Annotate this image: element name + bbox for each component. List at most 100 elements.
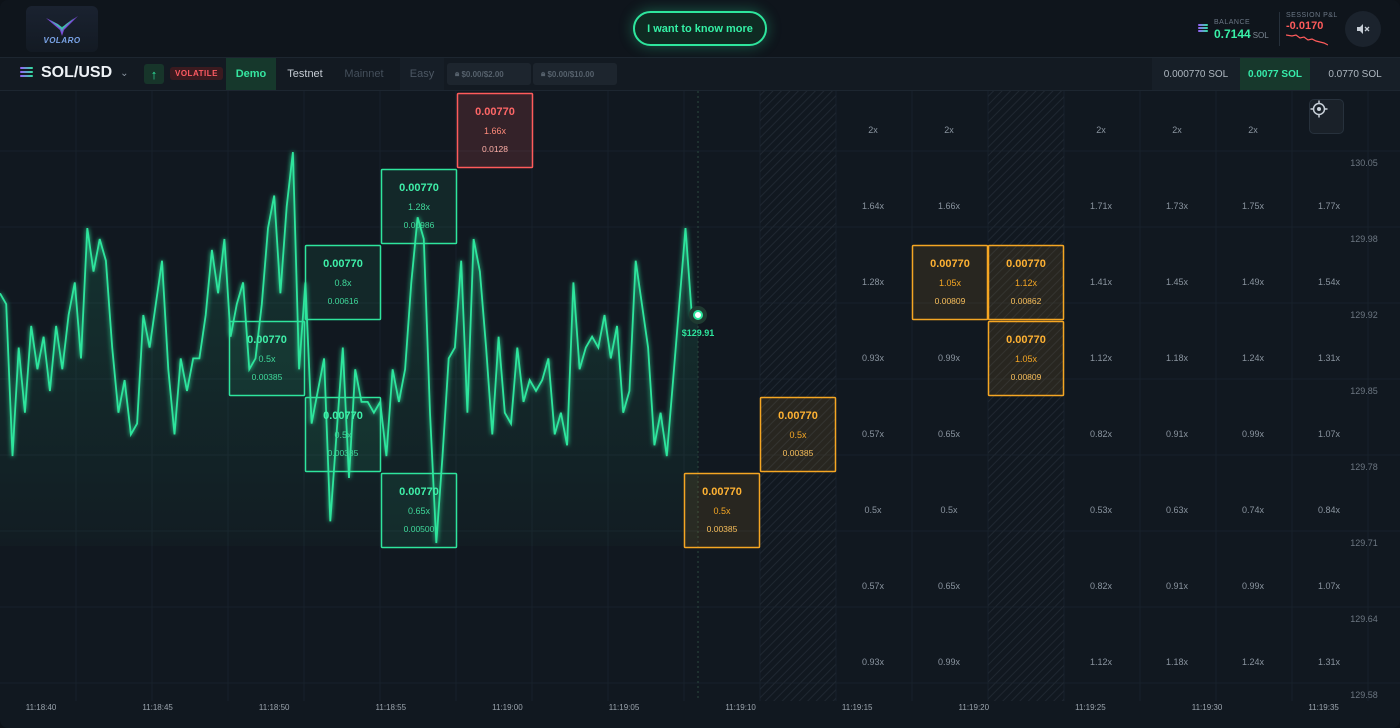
bet-cell-pending[interactable]: 0.00770 0.5x 0.00385 [683, 472, 761, 549]
limit-badge-2: 🔒︎ $0.00/$10.00 [533, 63, 617, 85]
current-price-dot [693, 310, 703, 320]
multiplier-cell: 1.07x [1318, 429, 1341, 439]
crosshair-icon [1310, 100, 1328, 118]
bet-payout: 0.00385 [707, 524, 738, 534]
bet-cell-won[interactable]: 0.00770 0.65x 0.00500 [380, 472, 458, 549]
bet-cell-box[interactable] [911, 244, 989, 321]
bet-payout: 0.00862 [1011, 296, 1042, 306]
bet-cell-box[interactable] [304, 396, 382, 473]
multiplier-cell: 1.24x [1242, 657, 1265, 667]
y-tick-label: 129.78 [1350, 462, 1378, 472]
bet-payout: 0.00385 [783, 448, 814, 458]
bet-cell-lost[interactable]: 0.00770 1.66x 0.0128 [456, 92, 534, 169]
bet-multiplier: 0.5x [334, 430, 352, 440]
bet-cell-won[interactable]: 0.00770 0.8x 0.00616 [304, 244, 382, 321]
bet-multiplier: 1.66x [484, 126, 507, 136]
x-tick-label: 11:19:35 [1308, 703, 1339, 712]
bet-size-small[interactable]: 0.000770 SOL [1152, 58, 1240, 90]
logo[interactable]: VOLARO [26, 6, 98, 52]
multiplier-cell: 0.99x [1242, 429, 1265, 439]
bet-multiplier: 0.5x [258, 354, 276, 364]
bet-multiplier: 0.8x [334, 278, 352, 288]
multiplier-cell: 1.07x [1318, 581, 1341, 591]
bet-cell-box[interactable] [456, 92, 534, 169]
tab-testnet[interactable]: Testnet [287, 68, 323, 80]
bet-multiplier: 1.05x [1015, 354, 1038, 364]
bet-amount: 0.00770 [778, 410, 818, 422]
bet-cell-box[interactable] [380, 472, 458, 549]
multiplier-cell: 0.65x [938, 581, 961, 591]
bet-multiplier: 0.5x [713, 506, 731, 516]
bet-cell-pending[interactable]: 0.00770 1.05x 0.00809 [987, 320, 1065, 397]
multiplier-cell: 0.91x [1166, 429, 1189, 439]
pnl-label: SESSION P&L [1286, 12, 1338, 19]
pair-selector[interactable]: SOL/USD ⌄ [20, 64, 129, 82]
bet-size-large[interactable]: 0.0770 SOL [1310, 58, 1400, 90]
multiplier-cell: 1.28x [862, 277, 885, 287]
price-chart[interactable]: 2x 1.64x 1.28x 0.93x 0.57x 0.5x 0.57x 0.93x 2x 1.… [0, 91, 1400, 728]
volatility-badge: VOLATILE [170, 67, 223, 80]
bet-amount: 0.00770 [702, 486, 742, 498]
x-tick-label: 11:19:30 [1192, 703, 1223, 712]
know-more-button[interactable]: I want to know more [633, 11, 767, 46]
y-tick-label: 129.85 [1350, 386, 1378, 396]
multiplier-cell: 0.65x [938, 429, 961, 439]
bet-cell-won[interactable]: 0.00770 0.5x 0.00385 [304, 396, 382, 473]
bet-cell-box[interactable] [304, 244, 382, 321]
balance-label: BALANCE [1214, 18, 1251, 26]
bet-size-medium[interactable]: 0.0077 SOL [1240, 58, 1310, 90]
multiplier-cell: 0.74x [1242, 505, 1265, 515]
balance-value: 0.7144 SOL [1214, 26, 1269, 41]
multiplier-cell: 0.99x [938, 657, 961, 667]
bet-cell-pending[interactable]: 0.00770 1.12x 0.00862 [987, 244, 1065, 321]
arrow-up-icon[interactable]: ↑ [144, 64, 164, 84]
y-tick-label: 129.58 [1350, 690, 1378, 700]
multiplier-cell: 0.93x [862, 657, 885, 667]
mute-button[interactable] [1345, 11, 1381, 47]
bet-multiplier: 1.28x [408, 202, 431, 212]
bet-cell-box[interactable] [759, 396, 837, 473]
limit-badge-1: 🔒︎ $0.00/$2.00 [447, 63, 531, 85]
mode-easy[interactable]: Easy [400, 58, 444, 90]
multiplier-cell: 0.5x [864, 505, 882, 515]
x-tick-label: 11:19:10 [725, 703, 756, 712]
bet-cell-box[interactable] [987, 320, 1065, 397]
bet-amount: 0.00770 [1006, 258, 1046, 270]
y-tick-label: 129.98 [1350, 234, 1378, 244]
chart-canvas[interactable]: 2x 1.64x 1.28x 0.93x 0.57x 0.5x 0.57x 0.93x 2x 1.… [0, 91, 1400, 728]
x-tick-label: 11:18:45 [142, 703, 173, 712]
bet-payout: 0.0128 [482, 144, 508, 154]
bet-cell-box[interactable] [380, 168, 458, 245]
recenter-button[interactable] [1309, 99, 1344, 134]
multiplier-cell: 1.31x [1318, 657, 1341, 667]
multiplier-cell: 1.18x [1166, 657, 1189, 667]
bet-cell-won[interactable]: 0.00770 0.5x 0.00385 [228, 320, 306, 397]
logo-text: VOLARO [43, 35, 81, 45]
bet-cell-box[interactable] [987, 244, 1065, 321]
bet-amount: 0.00770 [323, 258, 363, 270]
bet-cell-box[interactable] [683, 472, 761, 549]
multiplier-cell: 1.54x [1318, 277, 1341, 287]
bet-payout: 0.00986 [404, 220, 435, 230]
chevron-down-icon: ⌄ [120, 67, 129, 79]
tab-mainnet[interactable]: Mainnet [344, 68, 384, 80]
current-price-label: $129.91 [682, 328, 715, 338]
balance-unit: SOL [1252, 30, 1269, 40]
logo-bird-icon [46, 15, 78, 36]
multiplier-cell: 1.66x [938, 201, 961, 211]
bet-cell-pending[interactable]: 0.00770 1.05x 0.00809 [911, 244, 989, 321]
multiplier-cell: 0.82x [1090, 429, 1113, 439]
trading-toolbar: SOL/USD ⌄ ↑ VOLATILE Demo Testnet Mainne… [0, 58, 1400, 91]
multiplier-cell: 1.64x [862, 201, 885, 211]
multiplier-cell: 0.57x [862, 429, 885, 439]
bet-cell-box[interactable] [228, 320, 306, 397]
multiplier-cell: 0.5x [940, 505, 958, 515]
multiplier-cell: 0.82x [1090, 581, 1113, 591]
tab-demo[interactable]: Demo [226, 58, 276, 90]
lock-icon: 🔒︎ [541, 69, 548, 78]
bet-cell-won[interactable]: 0.00770 1.28x 0.00986 [380, 168, 458, 245]
multiplier-cell: 1.41x [1090, 277, 1113, 287]
x-tick-label: 11:18:40 [26, 703, 57, 712]
bet-cell-pending[interactable]: 0.00770 0.5x 0.00385 [759, 396, 837, 473]
